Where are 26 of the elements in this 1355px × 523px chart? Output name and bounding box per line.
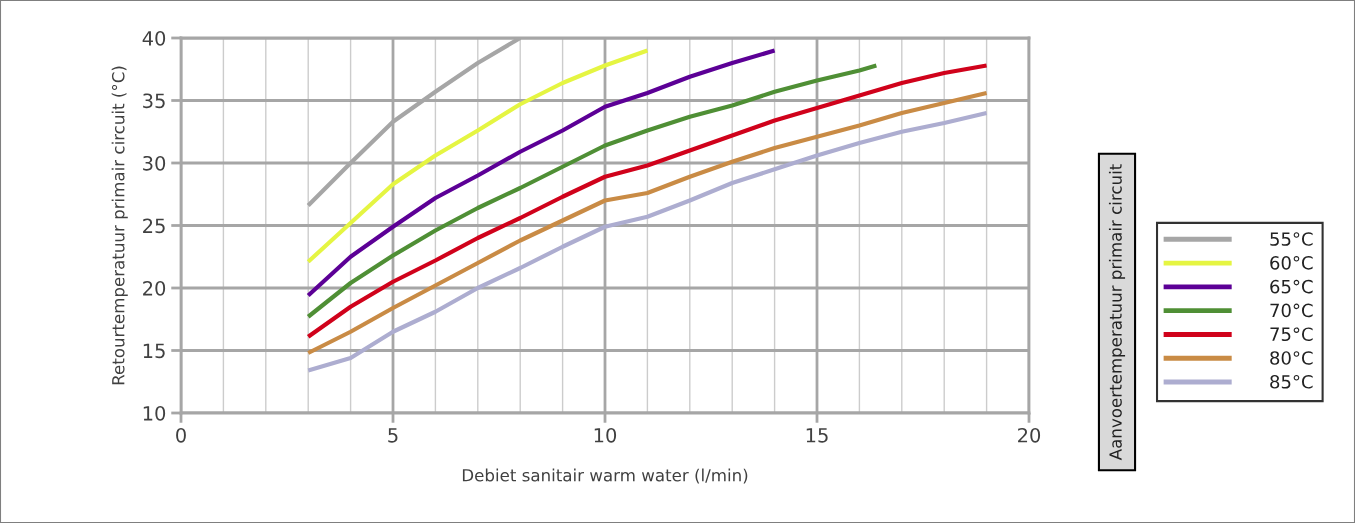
x-tick-label: 5 (388, 428, 398, 443)
x-tick-label: 15 (806, 428, 828, 443)
legend-label: 65°C (1270, 279, 1313, 294)
x-tick-label: 0 (176, 427, 186, 443)
x-tick-label: 10 (594, 427, 617, 443)
x-axis-title: Debiet sanitair warm water (l/min) (462, 468, 748, 484)
line-series (306, 48, 650, 264)
y-axis-title: Retourtemperatuur primair circuit (°C) (111, 66, 128, 385)
line-series (306, 63, 989, 339)
y-tick-label: 35 (143, 93, 165, 109)
x-tick-label: 20 (1018, 427, 1041, 443)
y-tick-label: 40 (142, 30, 166, 46)
legend-label: 60°C (1270, 255, 1313, 270)
legend-label: 75°C (1270, 327, 1313, 342)
y-tick-label: 15 (143, 343, 165, 359)
legend-title: Aanvoertemperatuur primair circuit (1108, 164, 1126, 461)
y-tick-label: 25 (143, 218, 165, 234)
legend-label: 80°C (1270, 351, 1313, 365)
legend-label: 70°C (1270, 303, 1313, 318)
y-tick-label: 30 (143, 155, 166, 171)
line-series (306, 48, 777, 298)
legend-label: 85°C (1270, 374, 1313, 389)
y-tick-label: 20 (143, 280, 166, 296)
line-series (306, 63, 879, 319)
y-tick-label: 10 (143, 405, 166, 421)
legend-label: 55°C (1270, 232, 1313, 246)
